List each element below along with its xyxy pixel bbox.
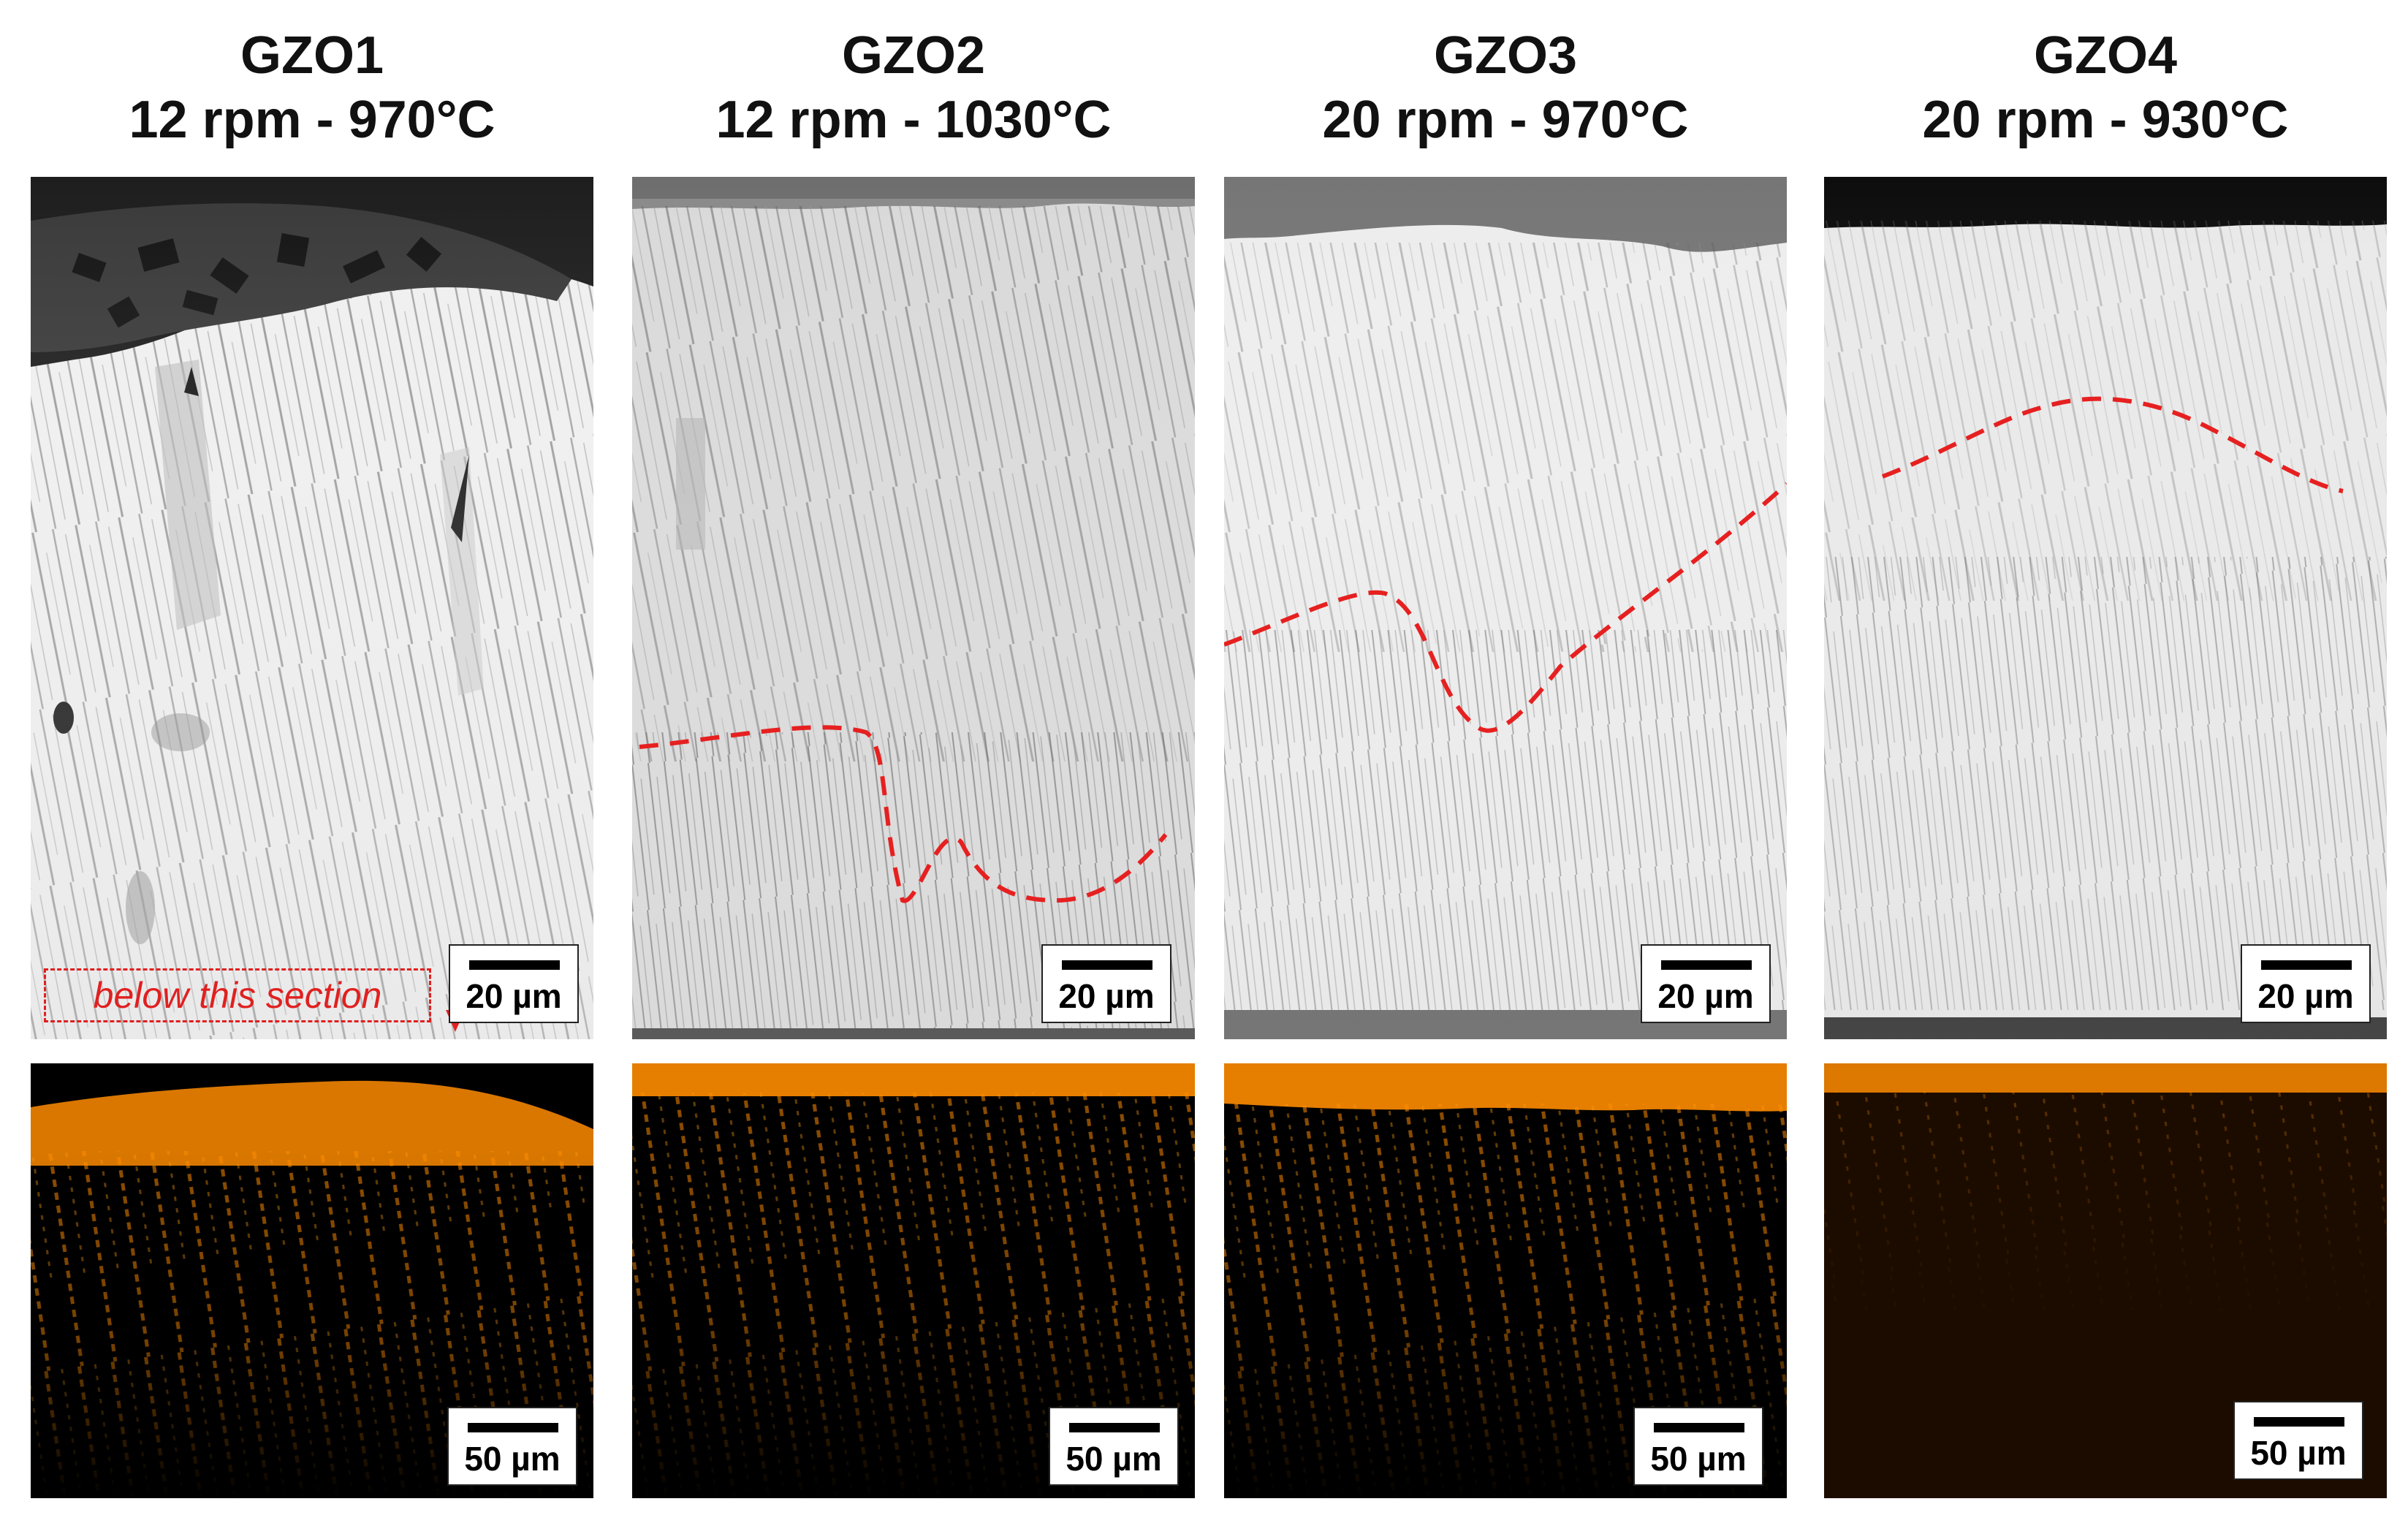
scale-bar-line — [1661, 960, 1752, 970]
scale-bar-line — [469, 960, 560, 970]
scale-bar-label: 20 µm — [466, 977, 562, 1015]
scale-bar-label: 20 µm — [1058, 977, 1155, 1015]
column-gzo1: GZO1 12 rpm - 970°C — [31, 0, 593, 1515]
sem-micrograph — [1824, 177, 2387, 1039]
scale-bar-label: 50 µm — [464, 1440, 561, 1478]
eds-map: 50 µm — [632, 1063, 1195, 1498]
sem-micrograph — [31, 177, 593, 1039]
column-gzo4: GZO4 20 rpm - 930°C 20 µm 50 µm — [1824, 0, 2387, 1515]
scale-bar: 20 µm — [1041, 944, 1171, 1023]
scale-bar: 50 µm — [1049, 1407, 1179, 1486]
sample-title: GZO2 — [841, 26, 986, 85]
scale-bar: 20 µm — [1641, 944, 1771, 1023]
scale-bar-line — [1069, 1423, 1160, 1432]
sample-conditions: 20 rpm - 930°C — [1922, 91, 2289, 149]
sem-image: 20 µm — [632, 177, 1195, 1039]
scale-bar-line — [2254, 1417, 2344, 1427]
scale-bar-label: 50 µm — [1650, 1440, 1747, 1478]
scale-bar-label: 20 µm — [2257, 977, 2354, 1015]
sem-image: below this section 20 µm — [31, 177, 593, 1039]
scale-bar: 50 µm — [1633, 1407, 1763, 1486]
scale-bar-line — [2261, 960, 2352, 970]
scale-bar-label: 50 µm — [2250, 1434, 2347, 1472]
scale-bar-line — [468, 1423, 558, 1432]
boundary-line — [639, 725, 1168, 903]
sem-image: 20 µm — [1824, 177, 2387, 1039]
scale-bar-line — [1062, 960, 1152, 970]
boundary-line — [1881, 396, 2344, 493]
column-gzo3: GZO3 20 rpm - 970°C 20 µm 50 µm — [1224, 0, 1787, 1515]
scale-bar: 20 µm — [449, 944, 579, 1023]
sample-conditions: 20 rpm - 970°C — [1322, 91, 1689, 149]
eds-map: 50 µm — [1824, 1063, 2387, 1498]
scale-bar: 20 µm — [2241, 944, 2371, 1023]
annotation-label: below this section — [44, 968, 431, 1022]
eds-map: 50 µm — [31, 1063, 593, 1498]
column-gzo2: GZO2 12 rpm - 1030°C 20 µm 50 µm — [632, 0, 1195, 1515]
eds-signal-map — [632, 1063, 1195, 1498]
sample-title: GZO4 — [2033, 26, 2178, 85]
scale-bar-line — [1654, 1423, 1744, 1432]
sample-title: GZO3 — [1433, 26, 1578, 85]
scale-bar-label: 20 µm — [1657, 977, 1754, 1015]
scale-bar: 50 µm — [2233, 1401, 2363, 1480]
scale-bar-label: 50 µm — [1066, 1440, 1162, 1478]
sample-title: GZO1 — [240, 26, 384, 85]
sem-image: 20 µm — [1224, 177, 1787, 1039]
sample-conditions: 12 rpm - 970°C — [129, 91, 495, 149]
sem-micrograph — [632, 177, 1195, 1039]
sample-conditions: 12 rpm - 1030°C — [715, 91, 1112, 149]
boundary-line — [1224, 482, 1787, 733]
scale-bar: 50 µm — [447, 1407, 577, 1486]
eds-map: 50 µm — [1224, 1063, 1787, 1498]
eds-signal-map — [31, 1063, 593, 1498]
sem-micrograph — [1224, 177, 1787, 1039]
